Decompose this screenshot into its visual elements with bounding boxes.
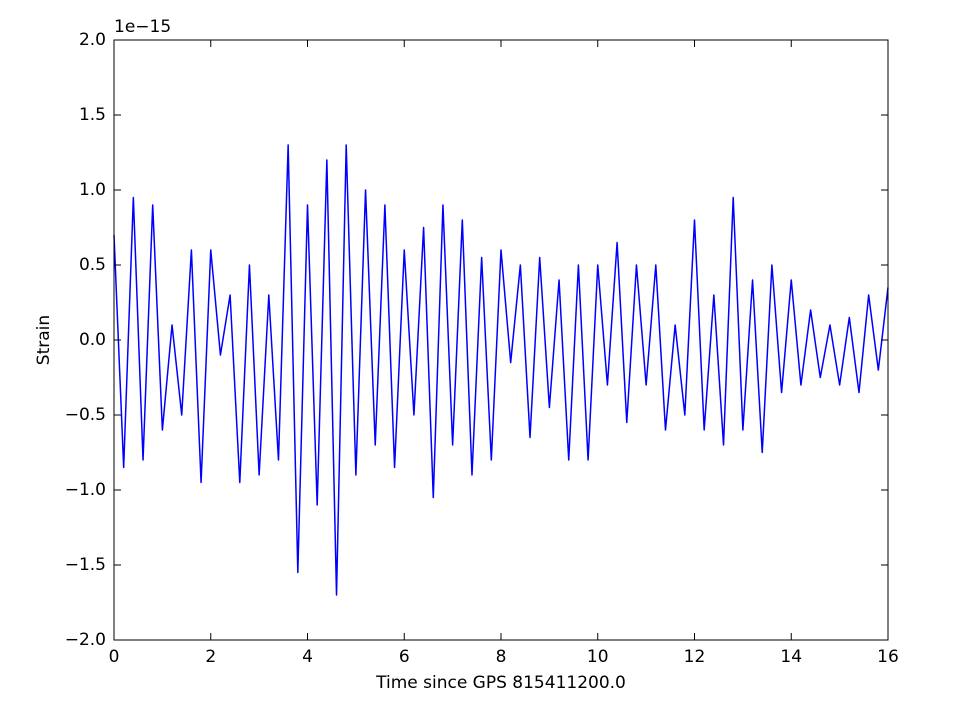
plot-frame bbox=[113, 39, 889, 641]
y-tick-label: −1.0 bbox=[65, 480, 106, 500]
x-axis-label: Time since GPS 815411200.0 bbox=[375, 673, 626, 693]
x-tick-label: 4 bbox=[302, 647, 313, 667]
y-tick-label: 0.0 bbox=[79, 330, 106, 350]
x-tick-label: 8 bbox=[496, 647, 507, 667]
offset-text: 1e−15 bbox=[114, 17, 171, 37]
y-tick-label: 1.0 bbox=[79, 180, 106, 200]
x-tick-label: 0 bbox=[109, 647, 120, 667]
y-tick-label: 2.0 bbox=[79, 30, 106, 50]
y-tick-label: −0.5 bbox=[65, 405, 106, 425]
x-tick-label: 6 bbox=[399, 647, 410, 667]
y-axis-label: Strain bbox=[34, 315, 54, 365]
x-tick-label: 10 bbox=[587, 647, 609, 667]
x-tick-label: 16 bbox=[877, 647, 899, 667]
x-tick-label: 14 bbox=[780, 647, 802, 667]
y-tick-label: 0.5 bbox=[79, 255, 106, 275]
signal-line bbox=[113, 144, 889, 596]
x-tick-label: 2 bbox=[205, 647, 216, 667]
y-tick-label: −2.0 bbox=[65, 630, 106, 650]
y-tick-label: 1.5 bbox=[79, 105, 106, 125]
x-tick-label: 12 bbox=[684, 647, 706, 667]
y-tick-label: −1.5 bbox=[65, 555, 106, 575]
